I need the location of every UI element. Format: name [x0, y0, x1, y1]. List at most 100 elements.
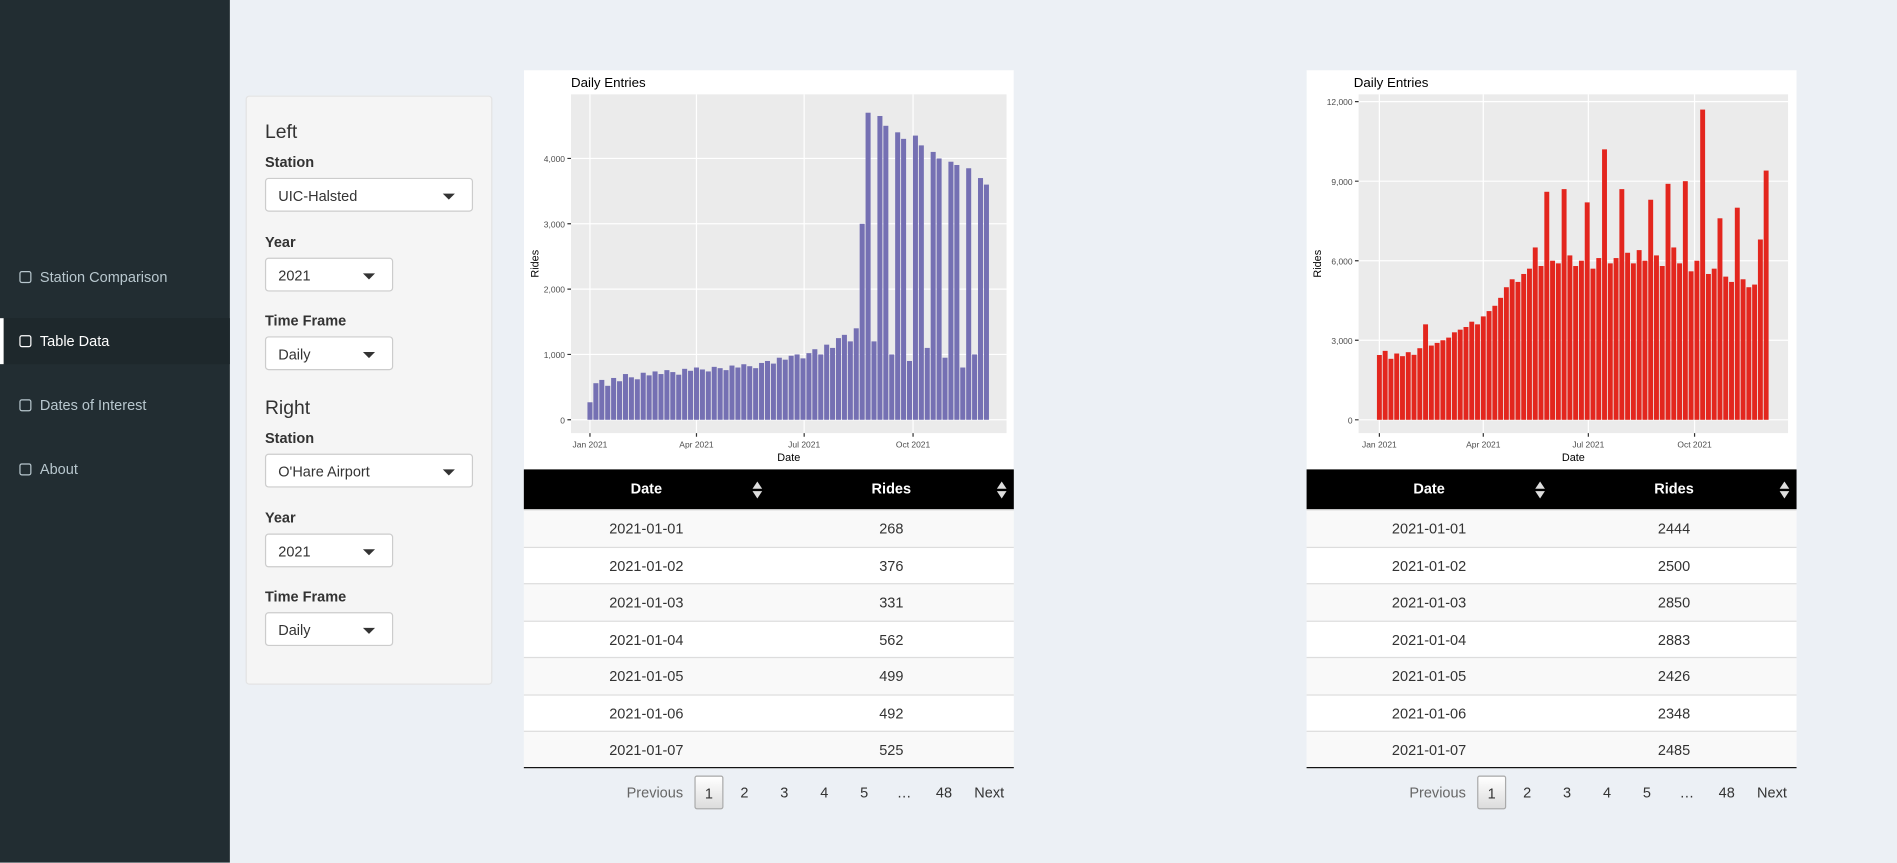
table-cell: 2021-01-07 [609, 741, 684, 759]
bar [1596, 258, 1602, 420]
bar [1578, 260, 1584, 420]
dropdown-value: 2021 [278, 267, 311, 285]
bar [1602, 149, 1607, 420]
page-button[interactable]: 1 [693, 775, 724, 810]
dropdown[interactable]: 2021 [264, 257, 394, 292]
table-cell: 2021-01-06 [1391, 704, 1467, 722]
table-cell: 2021-01-01 [1391, 520, 1467, 538]
table-cell: 2021-01-01 [609, 520, 684, 538]
page-button[interactable]: Next [974, 783, 1005, 801]
bar [1503, 287, 1509, 420]
bar [1677, 263, 1683, 420]
page-button[interactable]: Next [1757, 783, 1787, 801]
page-button[interactable]: 5 [860, 783, 869, 801]
table-row: 2021-01-06 2348 [1306, 693, 1797, 731]
sort-icon [1534, 481, 1545, 499]
pagination: Previous 1 2 3 4 5 … 48 Next [1307, 775, 1797, 810]
table-cell: 2021-01-05 [1391, 667, 1467, 685]
bar [1527, 268, 1532, 420]
y-tick-label: 9,000 [1331, 177, 1352, 187]
menu-item[interactable]: Table Data [0, 318, 230, 365]
menu-item[interactable]: About [0, 446, 230, 492]
dropdown[interactable]: O'Hare Airport [264, 453, 474, 488]
page-button[interactable]: 48 [935, 783, 953, 801]
bar [741, 364, 747, 420]
menu-icon [19, 399, 32, 412]
table-cell: 2485 [1657, 741, 1691, 759]
y-tick-label: 6,000 [1331, 256, 1352, 266]
column-header[interactable]: Date [1307, 469, 1552, 509]
bar [901, 138, 907, 420]
table-cell: 268 [879, 520, 904, 538]
field-label: Time Frame [264, 587, 347, 605]
page-button[interactable]: 3 [1563, 783, 1572, 801]
page-button[interactable]: 3 [780, 783, 789, 801]
x-tick-label: Jan 2021 [573, 440, 608, 450]
page-button[interactable]: Previous [626, 783, 684, 801]
bar [1630, 263, 1636, 420]
bar [871, 341, 877, 420]
bar [670, 372, 676, 420]
page-button[interactable]: … [1679, 783, 1695, 801]
page-button[interactable]: 5 [1642, 783, 1651, 801]
bar [693, 367, 699, 420]
y-tick-label: 2,000 [544, 285, 565, 295]
bar [776, 357, 782, 420]
dropdown-value: Daily [278, 346, 311, 363]
column-header[interactable]: Date [524, 469, 769, 509]
table-cell: 2021-01-05 [609, 667, 684, 685]
dropdown[interactable]: Daily [264, 336, 394, 371]
x-tick-label: Apr 2021 [679, 440, 714, 450]
menu-item[interactable]: Dates of Interest [0, 382, 230, 428]
bar [1746, 287, 1752, 420]
bar [883, 125, 889, 420]
bar [1538, 266, 1544, 420]
bar [705, 371, 711, 420]
menu-icon [19, 270, 32, 284]
bar [628, 377, 634, 420]
field-label: Year [264, 509, 296, 527]
bar [747, 366, 753, 420]
dropdown-caret [362, 627, 376, 634]
table-cell: 2021-01-06 [609, 704, 684, 722]
table-cell: 2883 [1657, 630, 1691, 648]
dropdown-value: Daily [278, 621, 311, 639]
field-label: Year [264, 233, 296, 251]
table-row: 2021-01-06 492 [523, 693, 1014, 731]
y-tick-label: 0 [1348, 415, 1353, 425]
bar [1659, 266, 1665, 420]
x-axis-label: Date [1562, 452, 1585, 464]
page-button[interactable]: 1 [1476, 775, 1507, 810]
dropdown[interactable]: UIC-Halsted [264, 177, 474, 212]
menu-icon [19, 335, 32, 348]
table-cell: 2021-01-07 [1391, 741, 1467, 759]
bar [611, 377, 617, 420]
column-name: Rides [871, 480, 912, 498]
bar [587, 402, 593, 420]
page-button[interactable]: 48 [1718, 783, 1735, 801]
column-header[interactable]: Rides [769, 469, 1014, 509]
page-button[interactable]: 2 [740, 783, 749, 801]
bar [1573, 266, 1579, 420]
column-header[interactable]: Rides [1552, 469, 1797, 509]
bar [664, 370, 670, 420]
page-button[interactable]: 2 [1523, 783, 1532, 801]
table-body: 2021-01-01 268 2021-01-02 376 2021-01-03 331 2… [523, 509, 1014, 768]
dropdown[interactable]: Daily [264, 612, 394, 647]
bar [617, 381, 623, 420]
page-button[interactable]: Previous [1409, 783, 1466, 801]
dropdown-caret [442, 193, 455, 200]
bar [1451, 332, 1457, 420]
y-tick-label: 3,000 [544, 219, 565, 229]
page-button[interactable]: 4 [1602, 783, 1612, 801]
page-button[interactable]: 4 [820, 783, 829, 801]
page-button[interactable]: … [896, 783, 912, 801]
menu-item[interactable]: Station Comparison [0, 254, 230, 300]
chart: Daily Entries 0 1,000 2,000 3,000 4,000 Jan 20… [523, 70, 1014, 470]
table-header: Date Rides [1306, 469, 1797, 510]
bar [1376, 354, 1382, 420]
dropdown[interactable]: 2021 [264, 533, 394, 568]
bar [1613, 258, 1619, 420]
table-cell: 2021-01-02 [609, 557, 684, 575]
